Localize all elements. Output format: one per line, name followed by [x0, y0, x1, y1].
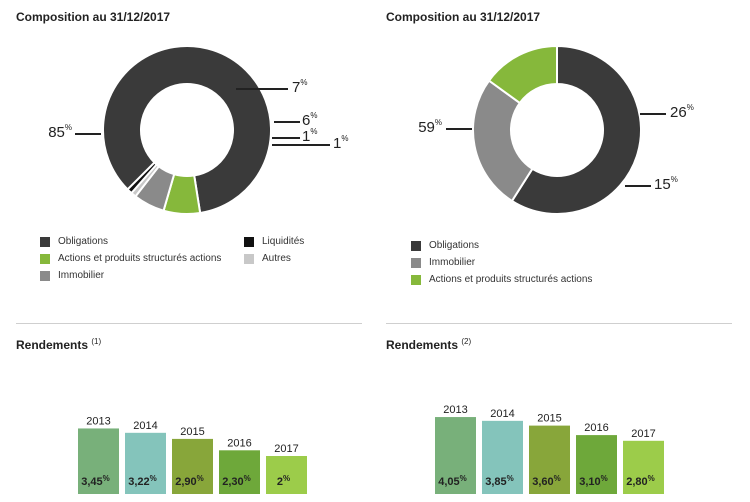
bar2-year-2017: 2017: [631, 428, 655, 440]
bar1-year-2014: 2014: [133, 420, 157, 432]
bar2-title-text: Rendements: [386, 338, 459, 352]
chart2-title: Composition au 31/12/2017: [386, 10, 541, 24]
bar2-year-2014: 2014: [490, 408, 514, 420]
legend-label: Obligations: [429, 240, 480, 251]
bar2-year-2013: 2013: [443, 404, 467, 416]
legend-swatch: [411, 274, 421, 285]
bar2-bar-2016: [576, 435, 617, 494]
bar2-year-2015: 2015: [537, 413, 561, 425]
bar2-title: Rendements (2): [386, 337, 471, 352]
bar1-year-2013: 2013: [86, 415, 110, 427]
donut2-slice-2: [487, 44, 558, 105]
bar1-bar-2017: [266, 456, 307, 494]
legend1-item-immobilier: Immobilier: [40, 270, 104, 281]
bar1-year-2016: 2016: [227, 437, 251, 449]
bar2-value-2013: 4,05%: [438, 474, 467, 488]
legend-swatch: [244, 236, 254, 247]
legend-label: Autres: [262, 253, 291, 264]
chart1-title: Composition au 31/12/2017: [16, 10, 171, 24]
donut2-slice-0: [510, 44, 642, 215]
bar1-title-text: Rendements: [16, 338, 89, 352]
legend-swatch: [40, 270, 50, 281]
legend1-item-autres: Autres: [244, 253, 291, 264]
legend2-item-obligations: Obligations: [411, 240, 479, 251]
bar1-value-2014: 3,22%: [128, 474, 157, 488]
legend-swatch: [411, 240, 421, 251]
bar2-value-2014: 3,85%: [485, 474, 514, 488]
legend-label: Obligations: [58, 236, 109, 247]
bar1-bar-2016: [219, 450, 260, 494]
bar2-bar-2013: [435, 417, 476, 494]
bar1-value-2013: 3,45%: [81, 474, 110, 488]
legend-swatch: [40, 236, 50, 247]
legend-swatch: [244, 253, 254, 264]
legend-label: Liquidités: [262, 236, 305, 247]
bar2-value-2015: 3,60%: [532, 474, 561, 488]
bar1-value-2015: 2,90%: [175, 474, 204, 488]
bar2-year-2016: 2016: [584, 422, 608, 434]
bar1-year-2017: 2017: [274, 443, 298, 455]
bar1-bar-2014: [125, 432, 166, 494]
donut1-slice-4: [126, 161, 158, 195]
bar2-bar-2015: [529, 425, 570, 494]
legend-swatch: [411, 257, 421, 268]
legend1-item-liquidites: Liquidités: [244, 236, 304, 247]
legend-label: Actions et produits structurés actions: [429, 274, 593, 285]
bar1-value-2016: 2,30%: [222, 474, 251, 488]
divider-left: [16, 323, 362, 324]
bar1-year-2015: 2015: [180, 426, 204, 438]
bar1-bar-2013: [78, 428, 119, 494]
bar1-title-note: (1): [91, 337, 102, 346]
bar2-value-2017: 2,80%: [626, 474, 655, 488]
legend1-item-actions: Actions et produits structurés actions: [40, 253, 221, 264]
bar2-bar-2014: [482, 420, 523, 494]
bar2-bar-2017: [623, 440, 664, 494]
legend2-item-actions: Actions et produits structurés actions: [411, 274, 592, 285]
legend-label: Immobilier: [429, 257, 476, 268]
bar1-title: Rendements (1): [16, 337, 101, 352]
divider-right: [386, 323, 732, 324]
bar1-bar-2015: [172, 438, 213, 494]
legend-label: Immobilier: [58, 270, 105, 281]
legend1-item-obligations: Obligations: [40, 236, 108, 247]
bar2-value-2016: 3,10%: [579, 474, 608, 488]
legend-label: Actions et produits structurés actions: [58, 253, 222, 264]
bar2-title-note: (2): [461, 337, 472, 346]
legend2-item-immobilier: Immobilier: [411, 257, 475, 268]
legend-swatch: [40, 253, 50, 264]
